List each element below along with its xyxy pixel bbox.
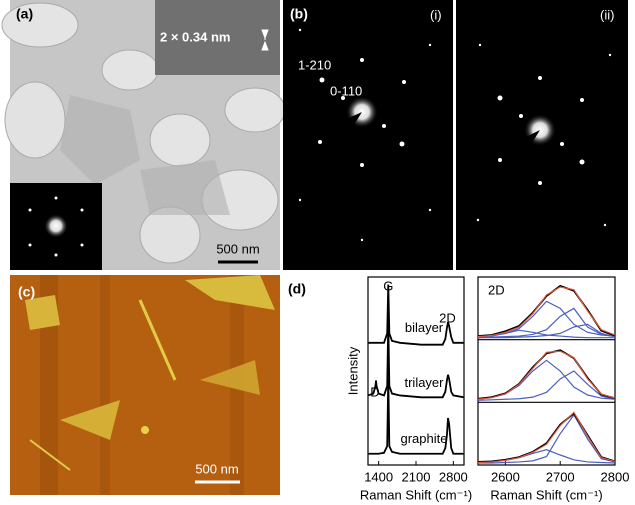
series-label: trilayer	[404, 375, 444, 390]
series-label: bilayer	[405, 320, 444, 335]
scale-bar-label: 500 nm	[195, 461, 238, 476]
spot-label: 1-210	[298, 57, 331, 72]
x-tick-label: 1400	[364, 469, 393, 484]
series-label: graphite	[401, 431, 448, 446]
spectrum-line	[478, 350, 615, 399]
x-axis-label: Raman Shift (cm⁻¹)	[490, 487, 602, 502]
panel-label: (d)	[288, 281, 306, 297]
scale-bar-label: 500 nm	[216, 241, 259, 256]
x-tick-label: 2800	[601, 469, 630, 484]
spectrum-line	[478, 360, 615, 399]
sub-label: (i)	[430, 7, 442, 22]
diffraction-images	[283, 0, 628, 270]
x-axis-label: Raman Shift (cm⁻¹)	[360, 487, 472, 502]
inset-label: 2 × 0.34 nm	[160, 29, 230, 44]
spot-label: 0-110	[330, 83, 362, 98]
x-tick-label: 2100	[402, 469, 431, 484]
panel-label: (c)	[18, 284, 35, 300]
annotation: D	[370, 384, 379, 399]
x-tick-label: 2600	[491, 469, 520, 484]
panel-label: (a)	[16, 6, 33, 22]
panel-label: (b)	[290, 6, 308, 22]
spectrum-line	[478, 413, 615, 462]
tem-image	[2, 0, 285, 270]
sub-label: (ii)	[600, 7, 614, 22]
page: (a) 2 × 0.34 nm 500 nm (b) (i) (ii) 1-21…	[0, 0, 635, 505]
x-tick-label: 2700	[546, 469, 575, 484]
annotation: 2D	[439, 310, 456, 325]
spectrum-line	[478, 412, 615, 462]
x-tick-label: 2800	[439, 469, 468, 484]
afm-image	[10, 275, 280, 495]
plot-frame	[478, 277, 615, 465]
y-axis-label: Intensity	[345, 346, 360, 395]
annotation: G	[383, 278, 393, 293]
plot-title: 2D	[488, 282, 505, 297]
spectrum-line	[478, 415, 615, 463]
figure: (a) 2 × 0.34 nm 500 nm (b) (i) (ii) 1-21…	[0, 0, 635, 505]
